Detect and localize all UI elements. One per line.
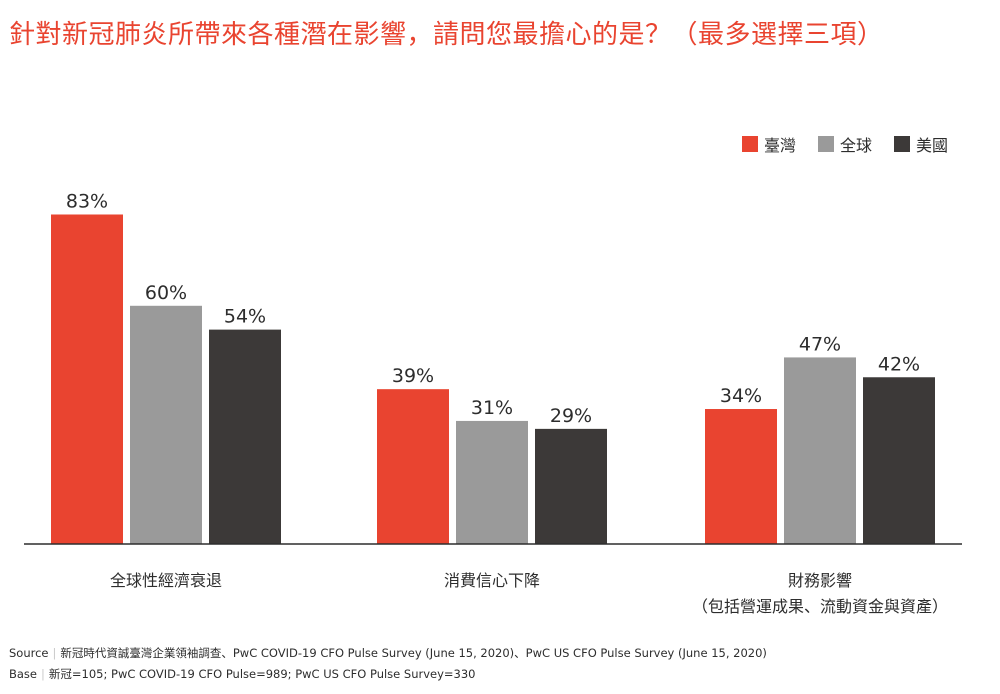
footnotes: Source | 新冠時代資誠臺灣企業領袖調查、PwC COVID-19 CFO P… bbox=[9, 643, 767, 685]
data-label-0-0: 83% bbox=[66, 190, 108, 212]
data-label-2-1: 47% bbox=[799, 333, 841, 355]
legend-swatch-global bbox=[817, 136, 834, 152]
bar-0-0 bbox=[51, 214, 123, 545]
legend-swatch-usa bbox=[893, 136, 910, 152]
source-text: 新冠時代資誠臺灣企業領袖調查、PwC COVID-19 CFO Pulse Su… bbox=[60, 646, 767, 660]
data-label-1-1: 31% bbox=[471, 397, 513, 419]
bar-1-2 bbox=[535, 428, 607, 544]
base-separator: | bbox=[41, 667, 45, 681]
base-key: Base bbox=[9, 667, 38, 681]
source-key: Source bbox=[9, 646, 49, 660]
bar-2-0 bbox=[705, 409, 777, 544]
legend-item-usa: 美國 bbox=[893, 132, 948, 156]
data-label-1-0: 39% bbox=[392, 365, 434, 387]
bar-0-1 bbox=[130, 305, 202, 544]
legend-swatch-taiwan bbox=[741, 136, 758, 152]
chart-title: 針對新冠肺炎所帶來各種潛在影響，請問您最擔心的是？（最多選擇三項） bbox=[9, 20, 884, 50]
legend-label-global: 全球 bbox=[839, 136, 872, 155]
category-label-2: 財務影響 bbox=[788, 571, 852, 590]
bar-2-1 bbox=[784, 357, 856, 544]
bar-0-2 bbox=[209, 329, 281, 544]
bar-2-2 bbox=[863, 377, 935, 544]
legend-item-taiwan: 臺灣 bbox=[741, 132, 796, 156]
source-line: Source | 新冠時代資誠臺灣企業領袖調查、PwC COVID-19 CFO P… bbox=[9, 643, 767, 664]
data-label-2-0: 34% bbox=[720, 385, 762, 407]
data-label-2-2: 42% bbox=[878, 353, 920, 375]
category-sublabel-2: （包括營運成果、流動資金與資產） bbox=[692, 597, 948, 616]
category-label-1: 消費信心下降 bbox=[444, 571, 540, 590]
category-label-0: 全球性經濟衰退 bbox=[110, 571, 222, 590]
data-label-1-2: 29% bbox=[550, 405, 592, 427]
legend: 臺灣 全球 美國 bbox=[741, 132, 948, 156]
base-line: Base | 新冠=105; PwC COVID-19 CFO Pulse=989;… bbox=[9, 664, 767, 685]
legend-label-usa: 美國 bbox=[915, 136, 948, 155]
data-label-0-2: 54% bbox=[224, 306, 266, 328]
bar-1-0 bbox=[377, 389, 449, 544]
legend-item-global: 全球 bbox=[817, 132, 872, 156]
data-label-0-1: 60% bbox=[145, 282, 187, 304]
legend-label-taiwan: 臺灣 bbox=[763, 136, 796, 155]
bar-1-1 bbox=[456, 420, 528, 544]
source-separator: | bbox=[52, 646, 57, 660]
bar-chart: 83% 60% 54% 全球性經濟衰退 39% 31% 29% 消費信心下降 34% 47% 42%… bbox=[24, 190, 962, 616]
base-text: 新冠=105; PwC COVID-19 CFO Pulse=989; PwC … bbox=[48, 667, 476, 681]
